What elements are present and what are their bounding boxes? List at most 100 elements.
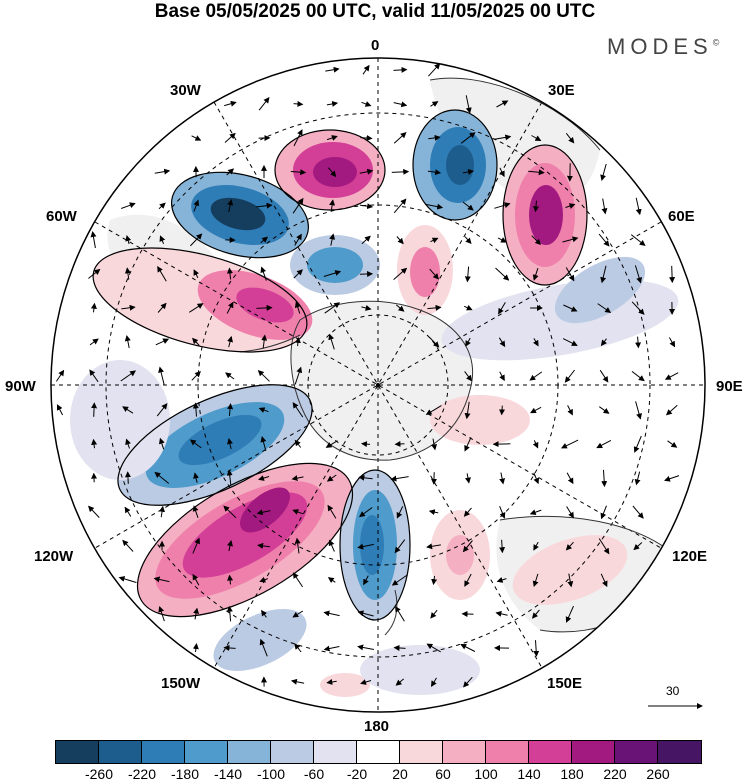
wind-vector [361, 101, 372, 107]
wind-vector [323, 645, 340, 652]
wind-vector [532, 268, 539, 281]
wind-vector [193, 607, 200, 620]
wind-vector [665, 404, 678, 416]
wind-vector [633, 542, 643, 551]
wind-vector [464, 473, 471, 484]
wind-vector [464, 371, 472, 382]
wind-vector [292, 509, 303, 515]
wind-vector [157, 302, 167, 313]
wind-vector [294, 643, 302, 653]
wind-vector [223, 505, 237, 519]
wind-vector [499, 539, 506, 554]
wind-vector [121, 304, 136, 311]
wind-vector [294, 336, 301, 347]
colorbar-tick-label: -180 [170, 766, 200, 782]
wind-vector [328, 167, 337, 178]
wind-vector [533, 640, 540, 657]
wind-vector [460, 132, 476, 144]
wind-vector [667, 440, 678, 448]
wind-vector [529, 509, 542, 516]
wind-vector [533, 541, 539, 551]
wind-vector [89, 369, 99, 383]
wind-vector [396, 236, 404, 245]
wind-vector [260, 436, 267, 452]
colorbar-swatch [658, 741, 701, 763]
map-boundary [50, 57, 706, 713]
wind-vector [393, 198, 407, 214]
wind-vector [226, 301, 234, 314]
wind-vector [226, 469, 233, 486]
wind-vector [596, 439, 612, 449]
wind-vector [600, 163, 607, 181]
wind-vector [293, 269, 303, 279]
wind-vector [224, 132, 236, 143]
wind-vector [189, 303, 204, 313]
lon-label-30w: 30W [170, 82, 201, 99]
wind-vector [396, 506, 404, 519]
wind-vector [566, 472, 574, 485]
wind-vector [463, 676, 473, 688]
wind-vector [565, 203, 576, 209]
wind-vector [294, 233, 302, 246]
wind-vector [499, 405, 506, 416]
wind-vector [630, 234, 646, 247]
wind-vector [294, 537, 301, 554]
wind-vector [193, 269, 199, 279]
wind-vector [192, 337, 200, 346]
wind-vector [429, 268, 439, 280]
colorbar-tick-label: -260 [84, 766, 114, 782]
colorbar-swatch [400, 741, 443, 763]
colorbar-swatch [271, 741, 314, 763]
lon-label-150w: 150W [161, 675, 201, 692]
wind-vector [88, 505, 100, 518]
wind-vector [391, 574, 408, 586]
wind-vector [426, 643, 441, 653]
wind-vector [430, 677, 437, 687]
colorbar-tick-label: 20 [392, 766, 408, 782]
colorbar-swatch [529, 741, 572, 763]
wind-vector [357, 610, 374, 617]
wind-vector [498, 337, 506, 348]
wind-vector [359, 168, 374, 175]
wind-vector [631, 371, 645, 382]
colorbar [55, 740, 702, 764]
wind-vector [395, 304, 405, 312]
wind-vector [256, 509, 271, 516]
wind-vector [257, 370, 270, 382]
map-title: Base 05/05/2025 00 UTC, valid 11/05/2025… [154, 1, 596, 22]
wind-vector [124, 506, 132, 517]
wind-vector [532, 200, 539, 213]
wind-vector [55, 369, 65, 382]
wind-vector [462, 540, 473, 553]
wind-vector [192, 643, 199, 653]
wind-vector [394, 440, 405, 447]
wind-vector [462, 169, 475, 175]
wind-vector [632, 505, 644, 519]
wind-vector [599, 406, 610, 414]
wind-vector [565, 541, 574, 551]
wind-vector [88, 268, 101, 279]
wind-vector [258, 407, 269, 413]
wind-vector [498, 302, 506, 315]
wind-vector [562, 236, 579, 243]
wind-vector [361, 305, 372, 311]
wind-vector [362, 64, 370, 75]
wind-vector [293, 100, 304, 107]
wind-vector [460, 644, 476, 652]
wind-vector [464, 236, 472, 245]
wind-vector [394, 539, 406, 554]
wind-vector [494, 202, 511, 209]
wind-vector [259, 638, 268, 657]
colorbar-swatch [185, 741, 228, 763]
wind-vectors [55, 63, 680, 688]
colorbar-swatch [228, 741, 271, 763]
wind-vector [158, 605, 165, 622]
wind-vector [464, 266, 471, 283]
wind-vector [328, 539, 335, 552]
wind-vector [430, 101, 439, 107]
colorbar-swatch [357, 741, 400, 763]
wind-vector [324, 302, 341, 314]
colorbar-swatch [615, 741, 658, 763]
wind-vector [463, 507, 472, 517]
wind-vector [425, 405, 442, 415]
